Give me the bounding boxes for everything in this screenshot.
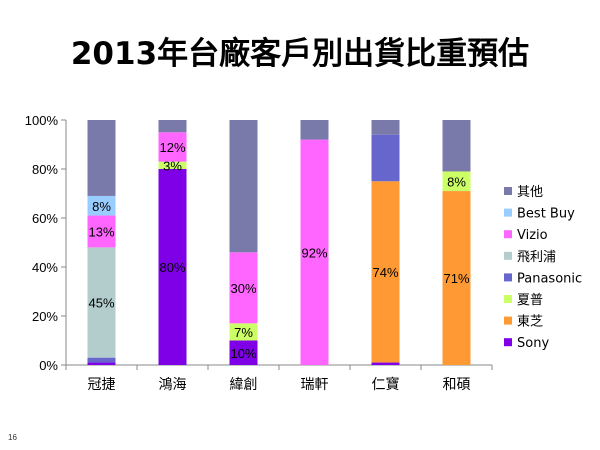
legend-swatch bbox=[504, 295, 512, 303]
x-category-label: 鴻海 bbox=[159, 377, 187, 393]
x-category-label: 瑞軒 bbox=[301, 377, 329, 393]
data-label: 12% bbox=[159, 140, 185, 155]
data-label: 13% bbox=[88, 224, 114, 239]
bar-segment-瑞軒-Vizio bbox=[300, 139, 329, 365]
bar-segment-冠捷-Panasonic bbox=[87, 357, 116, 363]
bar-segment-冠捷-飛利浦 bbox=[87, 247, 116, 358]
bar-segment-鴻海-其他 bbox=[158, 120, 187, 133]
bar-segment-鴻海-Sony bbox=[158, 169, 187, 365]
bar-segment-仁寶-其他 bbox=[371, 120, 400, 135]
bar-segment-和碩-其他 bbox=[442, 120, 471, 172]
x-category-label: 冠捷 bbox=[88, 377, 116, 393]
page-number: 16 bbox=[8, 433, 17, 442]
data-label: 71% bbox=[443, 271, 469, 286]
bar-segment-鴻海-夏普 bbox=[158, 161, 187, 169]
bar-segment-仁寶-東芝 bbox=[371, 181, 400, 363]
bar-segment-冠捷-Best Buy bbox=[87, 195, 116, 216]
y-tick-label: 40% bbox=[32, 260, 58, 275]
data-label: 7% bbox=[234, 325, 253, 340]
legend-swatch bbox=[504, 338, 512, 347]
data-label: 8% bbox=[92, 199, 111, 214]
legend-swatch bbox=[504, 251, 512, 260]
bar-segment-緯創-Vizio bbox=[229, 252, 258, 324]
bar-segment-瑞軒-其他 bbox=[300, 120, 329, 140]
legend-swatch bbox=[504, 187, 512, 195]
legend-label: 東芝 bbox=[517, 314, 543, 330]
legend-swatch bbox=[504, 273, 512, 282]
data-label: 8% bbox=[447, 174, 466, 189]
bar-segment-鴻海-Vizio bbox=[158, 132, 187, 162]
legend-label: 夏普 bbox=[517, 293, 543, 308]
legend-label: Vizio bbox=[517, 228, 548, 243]
legend-label: 飛利浦 bbox=[517, 250, 556, 265]
data-label: 30% bbox=[230, 281, 256, 296]
legend-label: Panasonic bbox=[517, 271, 582, 286]
y-tick-label: 0% bbox=[39, 358, 58, 373]
bar-segment-仁寶-Panasonic bbox=[371, 134, 400, 182]
bar-segment-仁寶-Sony bbox=[371, 362, 400, 365]
bar-segment-和碩-夏普 bbox=[442, 171, 471, 192]
legend-swatch bbox=[504, 230, 512, 239]
bar-segment-緯創-夏普 bbox=[229, 323, 258, 341]
bar-segment-冠捷-Sony bbox=[87, 362, 116, 365]
legend-label: 其他 bbox=[517, 185, 543, 200]
bar-segment-冠捷-Vizio bbox=[87, 215, 116, 248]
x-category-label: 緯創 bbox=[230, 377, 258, 393]
y-tick-label: 100% bbox=[25, 113, 59, 128]
legend-label: Best Buy bbox=[517, 207, 575, 222]
bar-segment-和碩-東芝 bbox=[442, 191, 471, 365]
bar-segment-緯創-其他 bbox=[229, 120, 258, 253]
data-label: 3% bbox=[163, 158, 182, 173]
bar-segment-緯創-Sony bbox=[229, 340, 258, 365]
y-tick-label: 20% bbox=[32, 309, 58, 324]
data-label: 74% bbox=[372, 265, 398, 280]
data-label: 10% bbox=[230, 346, 256, 361]
x-category-label: 和碩 bbox=[443, 377, 471, 393]
legend-swatch bbox=[504, 208, 512, 217]
data-label: 92% bbox=[301, 245, 327, 260]
legend-label: Sony bbox=[517, 336, 549, 351]
x-category-label: 仁寶 bbox=[372, 377, 400, 393]
slide-title: 2013年台廠客戶別出貨比重預估 bbox=[70, 36, 530, 72]
y-tick-label: 60% bbox=[32, 211, 58, 226]
y-tick-label: 80% bbox=[32, 162, 58, 177]
data-label: 45% bbox=[88, 296, 114, 311]
data-label: 80% bbox=[159, 260, 185, 275]
legend-swatch bbox=[504, 316, 512, 325]
bar-segment-冠捷-其他 bbox=[87, 120, 116, 196]
